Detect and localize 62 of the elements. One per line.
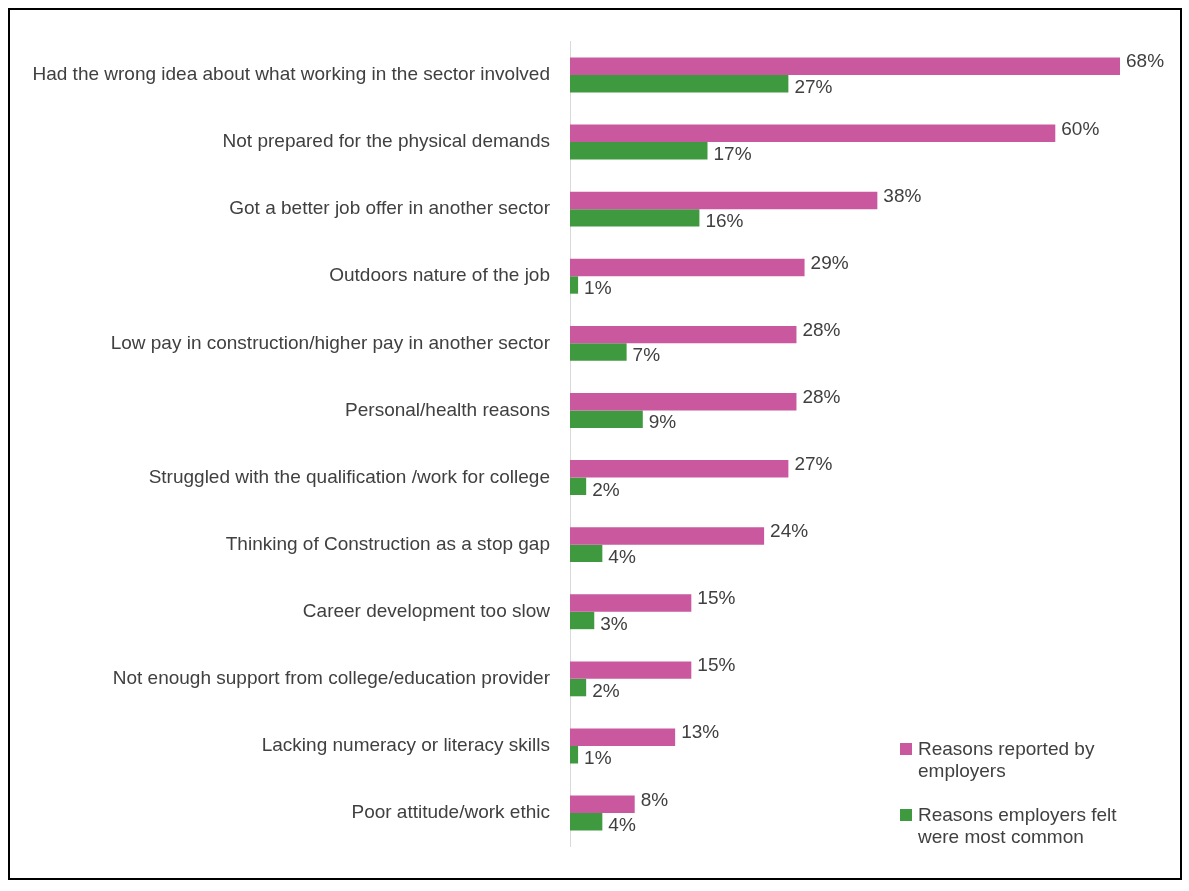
bar — [570, 142, 708, 160]
bar — [570, 527, 765, 545]
bar — [570, 124, 1056, 143]
data-label: 16% — [705, 210, 744, 232]
data-label: 38% — [883, 184, 922, 206]
bar — [570, 74, 789, 93]
bar — [570, 191, 878, 210]
data-label: 24% — [770, 520, 809, 542]
data-label: 2% — [592, 679, 620, 701]
data-label: 1% — [584, 277, 612, 299]
y-tick-label: Struggled with the qualification /work for college — [148, 465, 550, 487]
bar — [570, 258, 805, 277]
y-tick-label: Low pay in construction/higher pay in another sector — [110, 331, 551, 353]
bar — [570, 678, 587, 697]
y-tick-label: Career development too slow — [302, 599, 551, 621]
bar — [570, 728, 676, 746]
data-label: 1% — [584, 746, 612, 768]
y-tick-label: Thinking of Construction as a stop gap — [225, 532, 550, 554]
data-label: 15% — [697, 654, 736, 676]
bar — [570, 343, 627, 361]
data-label: 27% — [794, 453, 833, 475]
data-label: 17% — [713, 143, 752, 165]
legend-label: Reasons employers felt were most common — [918, 804, 1118, 848]
data-label: 8% — [640, 788, 669, 810]
y-tick-label: Had the wrong idea about what working in the sector involved — [32, 63, 550, 85]
data-label: 29% — [810, 251, 849, 273]
bar — [570, 410, 643, 428]
bar — [570, 745, 579, 764]
data-label: 4% — [608, 545, 636, 567]
data-label: 28% — [802, 385, 841, 407]
y-tick-label: Not enough support from college/education provider — [112, 667, 551, 689]
data-label: 60% — [1061, 117, 1100, 139]
y-tick-label: Lacking numeracy or literacy skills — [261, 734, 550, 756]
data-label: 4% — [608, 814, 636, 836]
legend-label: Reasons reported by employers — [918, 738, 1096, 782]
bar — [570, 477, 587, 495]
bar — [570, 325, 797, 344]
data-label: 28% — [802, 318, 841, 340]
data-label: 27% — [794, 75, 833, 97]
data-label: 2% — [592, 478, 620, 500]
bar — [570, 661, 692, 679]
y-tick-label: Personal/health reasons — [345, 398, 550, 420]
bar — [570, 594, 692, 612]
bar — [570, 57, 1120, 75]
data-label: 7% — [632, 344, 661, 366]
data-label: 68% — [1126, 50, 1165, 72]
y-tick-label: Poor attitude/work ethic — [351, 801, 550, 823]
bar — [570, 795, 635, 814]
y-tick-label: Not prepared for the physical demands — [222, 130, 550, 152]
data-label: 3% — [600, 612, 628, 634]
bar — [570, 611, 595, 630]
bar — [570, 276, 579, 294]
data-label: 15% — [697, 587, 736, 609]
bar — [570, 460, 789, 478]
data-label: 9% — [648, 411, 677, 433]
bar — [570, 393, 797, 411]
y-tick-label: Got a better job offer in another sector — [229, 197, 551, 219]
bar — [570, 544, 603, 563]
bar — [570, 209, 700, 227]
data-label: 13% — [681, 721, 720, 743]
bar — [570, 813, 603, 831]
y-tick-label: Outdoors nature of the job — [329, 264, 550, 286]
